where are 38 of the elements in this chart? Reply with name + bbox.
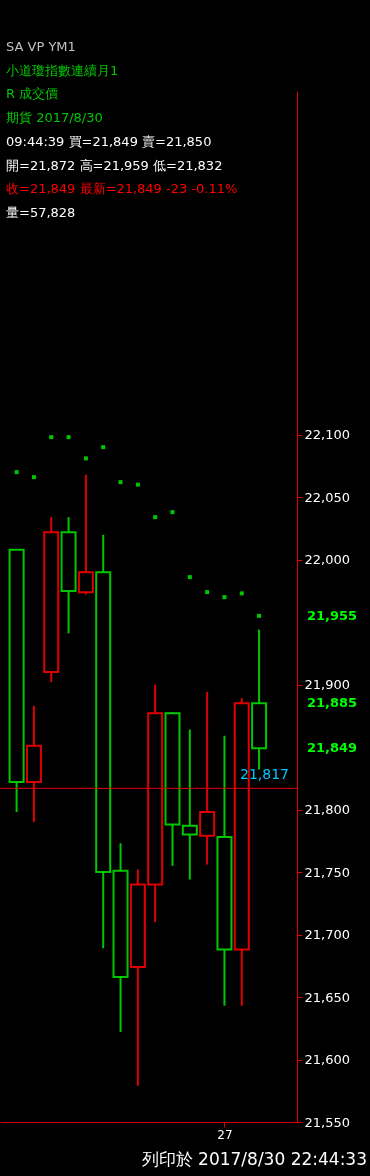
point <box>205 590 210 595</box>
x-tick-label: 27 <box>217 1127 233 1142</box>
y-tick-label: 22,100 <box>304 427 350 443</box>
annotation: 09:44:39 買=21,849 賣=21,850 <box>6 133 212 149</box>
y-tick-label: 21,550 <box>304 1114 350 1130</box>
text: 21,849 <box>307 740 358 756</box>
point <box>239 591 244 596</box>
point <box>153 515 158 520</box>
text: 21,885 <box>307 695 358 711</box>
point <box>49 435 54 440</box>
point <box>14 470 19 475</box>
point <box>135 482 140 487</box>
point <box>31 475 36 480</box>
annotation: 收=21,849 最新=21,849 -23 -0.11% <box>6 181 238 197</box>
text: 列印於 2017/8/30 22:44:33 <box>141 1149 367 1169</box>
text: 小道瓊指數連續月1 <box>6 62 119 78</box>
text: 21,955 <box>307 607 358 623</box>
point <box>101 445 106 450</box>
point <box>118 480 123 485</box>
y-tick-label: 21,600 <box>304 1052 350 1068</box>
point <box>170 510 175 515</box>
text: SA VP YM1 <box>6 39 76 54</box>
annotation: 量=57,828 <box>6 204 76 220</box>
y-tick-label: 21,750 <box>304 864 350 880</box>
point <box>66 435 71 440</box>
annotation: 期貨 2017/8/30 <box>6 110 103 126</box>
y-tick-label: 21,900 <box>304 677 350 693</box>
y-tick-label: 21,650 <box>304 989 350 1005</box>
point <box>257 613 262 618</box>
y-tick-label: 22,000 <box>304 552 350 568</box>
point <box>83 456 88 461</box>
y-tick-label: 21,800 <box>304 802 350 818</box>
y-tick-label: 22,050 <box>304 489 350 505</box>
annotation: R 成交價 <box>6 86 59 102</box>
y-tick-label: 21,700 <box>304 927 350 943</box>
point <box>187 575 192 580</box>
annotation: 開=21,872 高=21,959 低=21,832 <box>6 157 223 173</box>
point <box>222 595 227 600</box>
